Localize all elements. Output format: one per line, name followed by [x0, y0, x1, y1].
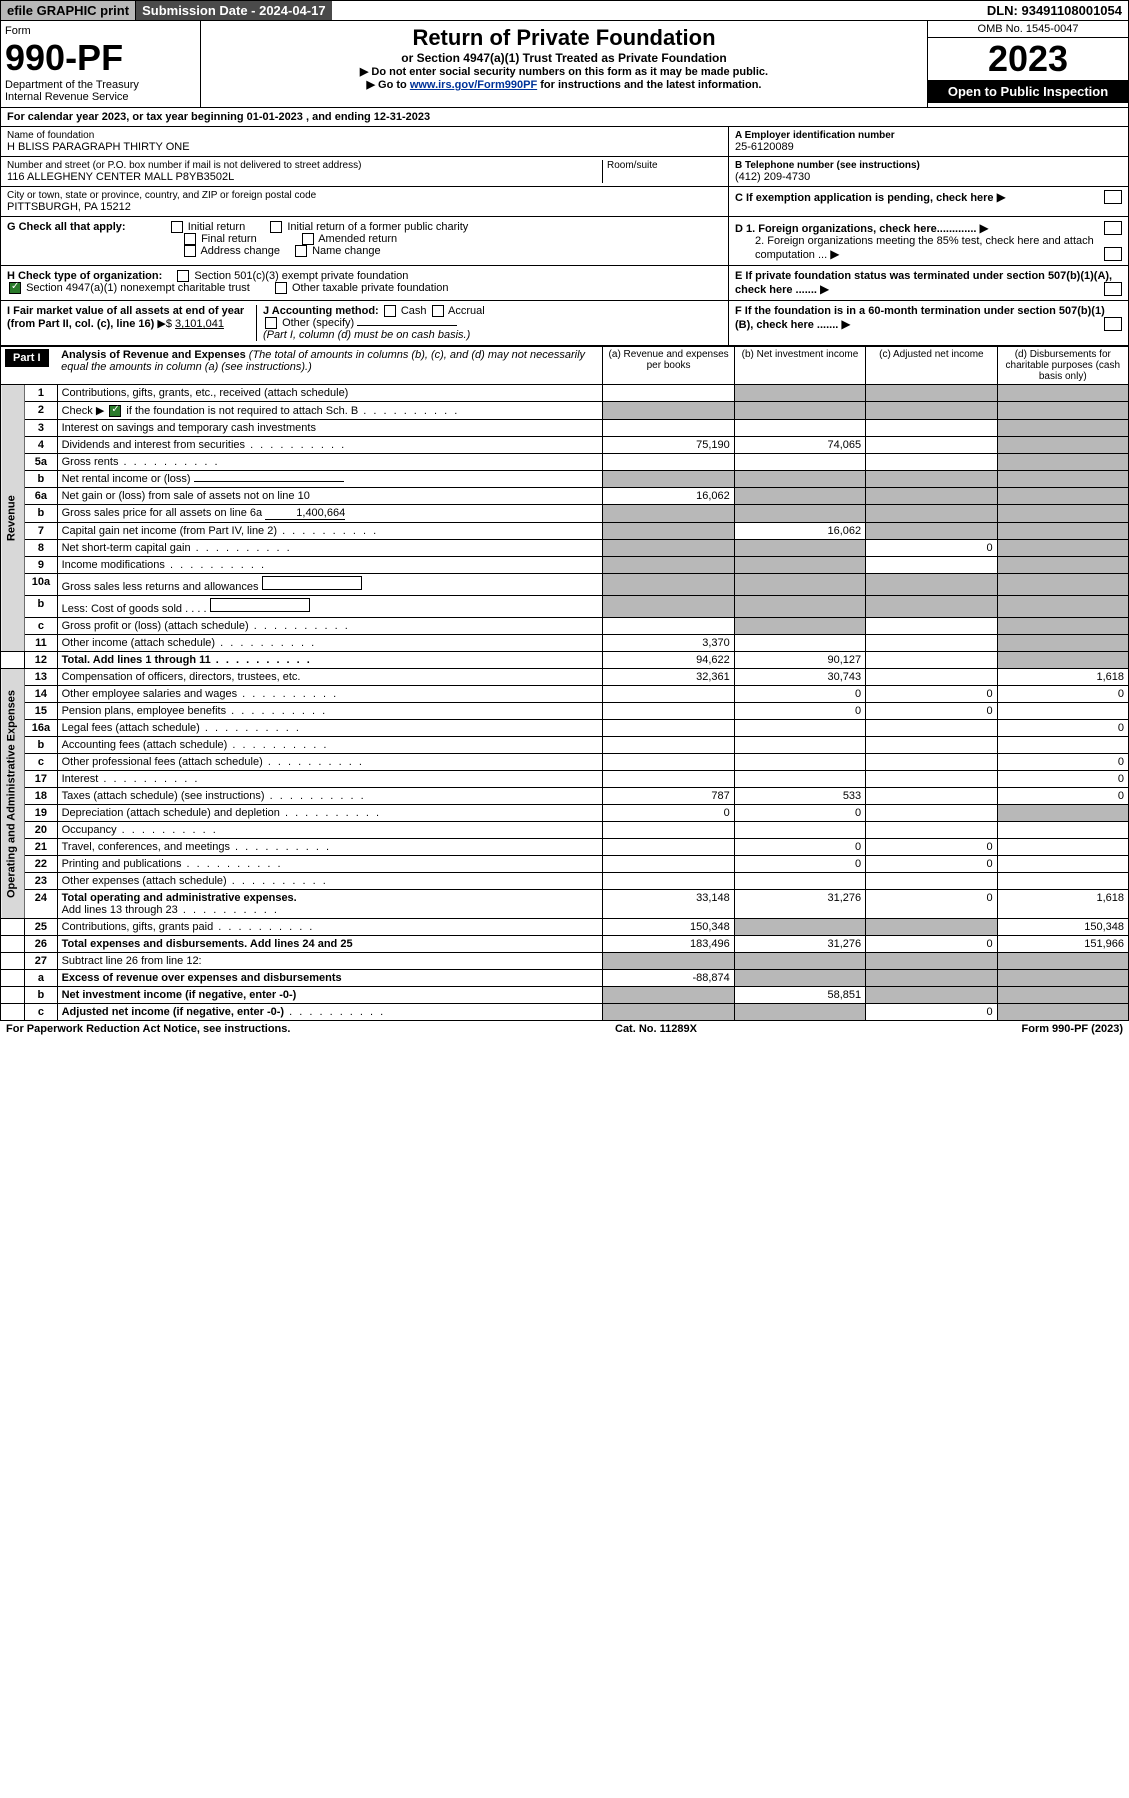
col-d-header: (d) Disbursements for charitable purpose… [997, 347, 1128, 385]
h-other-checkbox[interactable] [275, 282, 287, 294]
irs-label: Internal Revenue Service [5, 91, 196, 103]
revenue-side-label: Revenue [1, 385, 25, 652]
submission-date: Submission Date - 2024-04-17 [136, 1, 332, 20]
omb-number: OMB No. 1545-0047 [928, 21, 1128, 38]
form-ref: Form 990-PF (2023) [1022, 1023, 1123, 1035]
cat-number: Cat. No. 11289X [615, 1023, 697, 1035]
phone-value: (412) 209-4730 [735, 171, 1122, 183]
dln: DLN: 93491108001054 [981, 1, 1128, 20]
open-inspection: Open to Public Inspection [928, 80, 1128, 103]
dept-treasury: Department of the Treasury [5, 79, 196, 91]
g-address-checkbox[interactable] [184, 245, 196, 257]
g-initial-former-checkbox[interactable] [270, 221, 282, 233]
g-label: G Check all that apply: [7, 221, 126, 233]
col-a-header: (a) Revenue and expenses per books [603, 347, 734, 385]
d1-checkbox[interactable] [1104, 221, 1122, 235]
j-other-checkbox[interactable] [265, 317, 277, 329]
ein-value: 25-6120089 [735, 141, 1122, 153]
h-501-checkbox[interactable] [177, 270, 189, 282]
foundation-address: 116 ALLEGHENY CENTER MALL P8YB3502L [7, 171, 602, 183]
section-i-j-f: I Fair market value of all assets at end… [0, 301, 1129, 346]
form-label: Form [5, 25, 196, 37]
j-cash-checkbox[interactable] [384, 305, 396, 317]
fmv-value: 3,101,041 [175, 318, 224, 330]
j-accrual-checkbox[interactable] [432, 305, 444, 317]
paperwork-notice: For Paperwork Reduction Act Notice, see … [6, 1023, 290, 1035]
col-c-header: (c) Adjusted net income [866, 347, 997, 385]
room-label: Room/suite [607, 160, 722, 171]
form-number: 990-PF [5, 37, 196, 79]
g-amended-checkbox[interactable] [302, 233, 314, 245]
f-checkbox[interactable] [1104, 317, 1122, 331]
col-b-header: (b) Net investment income [734, 347, 865, 385]
h-label: H Check type of organization: [7, 270, 162, 282]
top-bar: efile GRAPHIC print Submission Date - 20… [0, 0, 1129, 21]
e-checkbox[interactable] [1104, 282, 1122, 296]
part1-label: Part I [5, 349, 49, 367]
form-title: Return of Private Foundation [205, 25, 923, 51]
goto-note: ▶ Go to www.irs.gov/Form990PF for instru… [205, 78, 923, 91]
name-label: Name of foundation [7, 130, 722, 141]
expenses-side-label: Operating and Administrative Expenses [1, 669, 25, 919]
calendar-year-row: For calendar year 2023, or tax year begi… [0, 108, 1129, 127]
g-initial-checkbox[interactable] [171, 221, 183, 233]
tax-year: 2023 [928, 38, 1128, 80]
c-checkbox[interactable] [1104, 190, 1122, 204]
g-final-checkbox[interactable] [184, 233, 196, 245]
part1-table: Part I Analysis of Revenue and Expenses … [0, 346, 1129, 1021]
phone-label: B Telephone number (see instructions) [735, 160, 1122, 171]
foundation-name: H BLISS PARAGRAPH THIRTY ONE [7, 141, 722, 153]
city-label: City or town, state or province, country… [7, 190, 722, 201]
ssn-note: ▶ Do not enter social security numbers o… [205, 65, 923, 78]
d2-checkbox[interactable] [1104, 247, 1122, 261]
addr-label: Number and street (or P.O. box number if… [7, 160, 602, 171]
g-name-checkbox[interactable] [295, 245, 307, 257]
form-subtitle: or Section 4947(a)(1) Trust Treated as P… [205, 51, 923, 65]
c-label: C If exemption application is pending, c… [735, 192, 994, 204]
form990pf-link[interactable]: www.irs.gov/Form990PF [410, 79, 537, 91]
form-header: Form 990-PF Department of the Treasury I… [0, 21, 1129, 108]
h-4947-checkbox[interactable] [9, 282, 21, 294]
page-footer: For Paperwork Reduction Act Notice, see … [0, 1021, 1129, 1037]
section-h-e: H Check type of organization: Section 50… [0, 266, 1129, 301]
schb-checkbox[interactable] [109, 405, 121, 417]
efile-print-button[interactable]: efile GRAPHIC print [1, 1, 136, 20]
foundation-city: PITTSBURGH, PA 15212 [7, 201, 722, 213]
section-g-d: G Check all that apply: Initial return I… [0, 217, 1129, 266]
foundation-info: Name of foundation H BLISS PARAGRAPH THI… [0, 127, 1129, 217]
ein-label: A Employer identification number [735, 130, 1122, 141]
